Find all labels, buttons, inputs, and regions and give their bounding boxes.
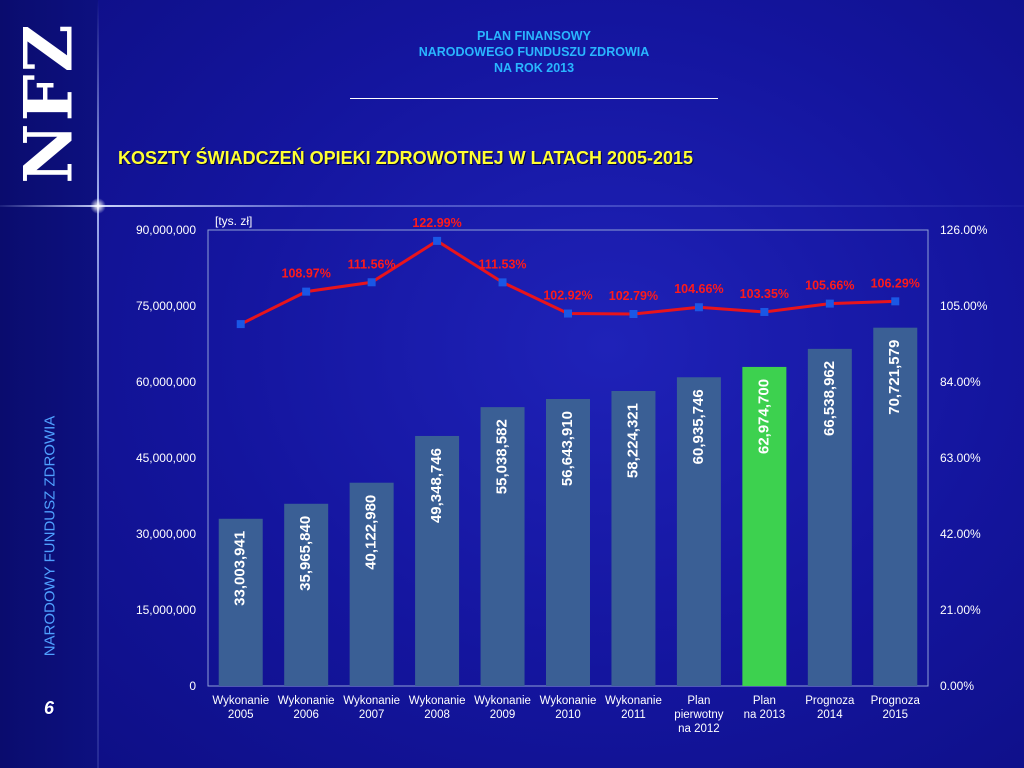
line-point-label: 111.56% [348, 257, 396, 271]
x-axis-category-label: Wykonanie [540, 695, 597, 707]
bar [284, 503, 329, 686]
x-axis-category-label: Plan [753, 695, 776, 707]
line-point-label: 111.53% [479, 257, 527, 271]
header-underline [350, 98, 718, 99]
left-sidebar-band [0, 0, 98, 768]
x-axis-category-label: Wykonanie [343, 695, 400, 707]
y-axis-tick-label: 0 [189, 679, 196, 693]
bar [676, 377, 721, 686]
x-axis-category-label: 2009 [490, 709, 516, 721]
line-point-label: 102.79% [609, 289, 658, 303]
bar-value-label: 33,003,941 [232, 531, 249, 606]
line-point-label: 102.92% [543, 289, 592, 303]
bar [611, 390, 656, 686]
slide-title: KOSZTY ŚWIADCZEŃ OPIEKI ZDROWOTNEJ W LAT… [118, 148, 694, 168]
x-axis-category-label: Wykonanie [474, 695, 531, 707]
line-point-label: 104.66% [674, 282, 723, 296]
header-line-1: PLAN FINANSOWY [477, 29, 591, 43]
line-point-marker [367, 278, 376, 287]
x-axis-category-label: 2007 [359, 709, 385, 721]
secondary-y-axis-tick-label: 21.00% [940, 603, 981, 617]
vertical-divider [97, 0, 99, 768]
x-axis-category-label: 2005 [228, 709, 254, 721]
x-axis-category-label: Prognoza [805, 695, 855, 707]
secondary-y-axis-tick-label: 126.00% [940, 223, 988, 237]
line-point-label: 105.66% [805, 279, 854, 293]
x-axis-category-label: 2014 [817, 709, 843, 721]
line-point-label: 106.29% [871, 276, 920, 290]
header-line-3: NA ROK 2013 [493, 61, 575, 75]
y-axis-tick-label: 45,000,000 [136, 451, 196, 465]
x-axis-category-label: Wykonanie [278, 695, 335, 707]
header-line-2: NARODOWEGO FUNDUSZU ZDROWIA [418, 45, 650, 59]
secondary-y-axis-tick-label: 63.00% [940, 451, 981, 465]
y-axis-tick-label: 15,000,000 [136, 603, 196, 617]
x-axis-category-label: na 2012 [678, 723, 720, 735]
page-number: 6 [44, 698, 55, 718]
x-axis-category-label: Wykonanie [605, 695, 662, 707]
x-axis-category-label: 2015 [882, 709, 908, 721]
bar-value-label: 70,721,579 [886, 340, 903, 415]
secondary-y-axis-tick-label: 84.00% [940, 375, 981, 389]
line-point-label: 122.99% [412, 216, 461, 230]
sparkle-icon [90, 198, 106, 214]
horizontal-divider [0, 205, 1024, 207]
x-axis-category-label: 2008 [424, 709, 450, 721]
bar [546, 399, 590, 686]
line-point-marker [302, 287, 311, 296]
line-point-marker [236, 320, 245, 329]
secondary-y-axis-tick-label: 0.00% [940, 679, 974, 693]
x-axis-category-label: 2010 [555, 709, 581, 721]
bar [873, 327, 918, 686]
y-axis-tick-label: 60,000,000 [136, 375, 196, 389]
bar [807, 348, 852, 686]
bar [218, 518, 263, 686]
line-point-marker [891, 297, 900, 306]
x-axis-category-label: Prognoza [871, 695, 921, 707]
line-point-marker [564, 309, 572, 318]
secondary-y-axis-tick-label: 42.00% [940, 527, 981, 541]
line-point-marker [694, 303, 703, 312]
y-axis-tick-label: 90,000,000 [136, 223, 196, 237]
y-axis-tick-label: 30,000,000 [136, 527, 196, 541]
line-point-marker [760, 307, 769, 316]
bar [742, 366, 787, 686]
bar-value-label: 40,122,980 [363, 495, 380, 570]
x-axis-category-label: na 2013 [744, 709, 786, 721]
bar-value-label: 55,038,582 [494, 419, 511, 494]
bar-value-label: 49,348,746 [428, 448, 445, 523]
bar [415, 435, 460, 686]
bar-value-label: 56,643,910 [559, 411, 576, 486]
y-axis-tick-label: 75,000,000 [136, 299, 196, 313]
x-axis-category-label: 2011 [621, 709, 646, 721]
bar [480, 407, 525, 686]
bar [349, 482, 394, 686]
slide-header: PLAN FINANSOWY NARODOWEGO FUNDUSZU ZDROW… [350, 28, 718, 76]
bar-value-label: 35,965,840 [297, 516, 314, 591]
bar-value-label: 66,538,962 [821, 361, 838, 436]
x-axis-category-label: pierwotny [674, 709, 723, 721]
bar-value-label: 58,224,321 [624, 403, 641, 478]
x-axis-category-label: 2006 [293, 709, 319, 721]
x-axis-category-label: Plan [687, 695, 710, 707]
line-point-label: 108.97% [282, 267, 331, 281]
bar-value-label: 60,935,746 [690, 389, 707, 464]
x-axis-category-label: Wykonanie [409, 695, 466, 707]
unit-label: [tys. zł] [215, 214, 253, 228]
line-point-marker [498, 278, 507, 287]
bar-value-label: 62,974,700 [755, 379, 772, 454]
line-point-label: 103.35% [740, 287, 789, 301]
secondary-y-axis-tick-label: 105.00% [940, 299, 988, 313]
line-point-marker [629, 309, 638, 318]
line-point-marker [825, 299, 834, 308]
line-point-marker [433, 236, 442, 245]
x-axis-category-label: Wykonanie [212, 695, 269, 707]
